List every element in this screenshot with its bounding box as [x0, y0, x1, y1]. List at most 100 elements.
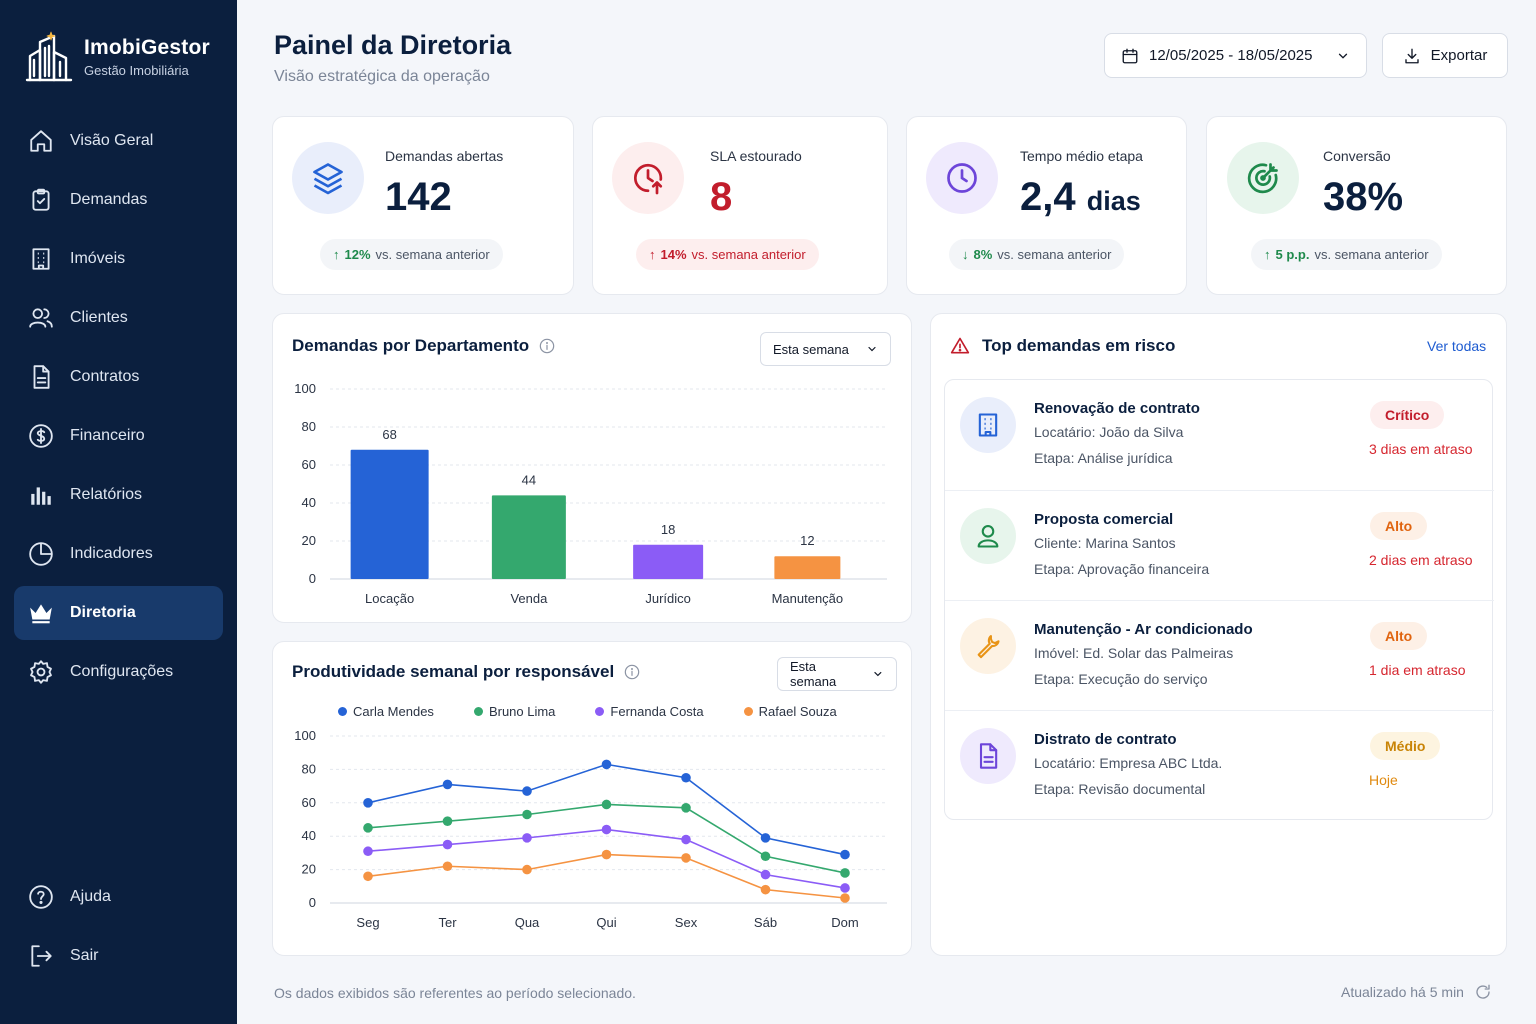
- data-point[interactable]: [760, 833, 771, 843]
- data-point[interactable]: [442, 861, 453, 872]
- kpi-number: 8: [710, 175, 733, 219]
- data-point[interactable]: [363, 823, 373, 833]
- data-point[interactable]: [442, 839, 453, 850]
- sidebar-item-sair[interactable]: Sair: [14, 929, 223, 983]
- risk-stage: Etapa: Análise jurídica: [1034, 450, 1173, 466]
- data-point[interactable]: [442, 816, 453, 826]
- list-item[interactable]: Renovação de contrato Locatário: João da…: [945, 380, 1494, 490]
- data-point[interactable]: [601, 799, 612, 810]
- data-point[interactable]: [522, 833, 532, 843]
- list-item[interactable]: Manutenção - Ar condicionado Imóvel: Ed.…: [945, 600, 1494, 710]
- list-item[interactable]: Distrato de contrato Locatário: Empresa …: [945, 710, 1494, 820]
- crown-icon: [30, 604, 52, 624]
- bar[interactable]: [491, 495, 566, 579]
- footer-note: Os dados exibidos são referentes ao perí…: [274, 985, 636, 1001]
- sidebar-item-label: Diretoria: [70, 604, 136, 621]
- data-point[interactable]: [840, 849, 850, 860]
- bar[interactable]: [350, 449, 429, 579]
- risk-title: Manutenção - Ar condicionado: [1034, 621, 1253, 638]
- sidebar-item-label: Imóveis: [70, 250, 126, 267]
- data-point[interactable]: [840, 868, 850, 878]
- data-point[interactable]: [363, 846, 373, 857]
- data-point[interactable]: [681, 834, 691, 845]
- data-point[interactable]: [442, 779, 453, 790]
- data-point[interactable]: [601, 824, 612, 835]
- bar[interactable]: [633, 544, 704, 579]
- sidebar-item-imoveis[interactable]: Imóveis: [14, 232, 223, 286]
- productivity-chart-title: Produtividade semanal por responsável: [292, 662, 640, 682]
- kpi-number: 38%: [1323, 175, 1404, 219]
- priority-badge: Crítico: [1370, 401, 1445, 429]
- export-button[interactable]: Exportar: [1382, 33, 1508, 78]
- bar[interactable]: [774, 556, 841, 579]
- productivity-period-select[interactable]: Esta semana: [777, 657, 897, 691]
- kpi-delta: 8%: [973, 247, 993, 262]
- clock-alert-icon: [634, 163, 663, 195]
- refresh-icon[interactable]: [1474, 983, 1492, 1001]
- info-icon[interactable]: [624, 664, 640, 680]
- kpi-comparison: vs. semana anterior: [691, 247, 806, 262]
- kpi-card-sla-estourado: SLA estourado 8 ↑ 14% vs. semana anterio…: [592, 116, 888, 295]
- sidebar-item-demandas[interactable]: Demandas: [14, 173, 223, 227]
- legend-label: Rafael Souza: [758, 704, 837, 719]
- sidebar-nav: Visão Geral Demandas Imóveis Clientes Co…: [14, 114, 223, 704]
- sidebar-item-configuracoes[interactable]: Configurações: [14, 645, 223, 699]
- y-tick-label: 60: [302, 795, 316, 810]
- sidebar-item-label: Sair: [70, 947, 99, 964]
- brand[interactable]: ImobiGestor Gestão Imobiliária: [24, 30, 210, 84]
- view-all-link[interactable]: Ver todas: [1427, 338, 1487, 354]
- legend-item: Bruno Lima: [473, 704, 555, 719]
- data-point[interactable]: [522, 809, 532, 820]
- x-tick-label: Locação: [365, 591, 414, 606]
- data-point[interactable]: [363, 798, 373, 808]
- delta-arrow-down-icon: ↓: [962, 247, 969, 262]
- sidebar-item-financeiro[interactable]: Financeiro: [14, 409, 223, 463]
- data-point[interactable]: [840, 893, 850, 903]
- list-item[interactable]: Proposta comercial Cliente: Marina Santo…: [945, 490, 1494, 600]
- file-icon: [979, 743, 998, 769]
- chevron-down-icon: [1338, 53, 1348, 59]
- kpi-card-conversao: Conversão 38% ↑ 5 p.p. vs. semana anteri…: [1206, 116, 1507, 295]
- data-point[interactable]: [363, 871, 373, 882]
- dept-period-select[interactable]: Esta semana: [760, 332, 891, 366]
- sidebar-item-indicadores[interactable]: Indicadores: [14, 527, 223, 581]
- y-tick-label: 0: [309, 895, 316, 910]
- data-point[interactable]: [681, 853, 691, 863]
- sidebar-item-label: Visão Geral: [70, 132, 154, 149]
- date-range-picker[interactable]: 12/05/2025 - 18/05/2025: [1104, 33, 1367, 78]
- kpi-label: Tempo médio etapa: [1020, 148, 1143, 164]
- data-point[interactable]: [522, 786, 532, 796]
- delta-arrow-up-icon: ↑: [649, 247, 656, 262]
- x-tick-label: Ter: [438, 915, 457, 930]
- sidebar-item-ajuda[interactable]: Ajuda: [14, 870, 223, 924]
- pie-chart-icon: [29, 542, 53, 566]
- data-point[interactable]: [760, 869, 771, 880]
- y-tick-label: 80: [302, 761, 316, 776]
- sidebar-item-relatorios[interactable]: Relatórios: [14, 468, 223, 522]
- series-line: [367, 763, 846, 856]
- data-point[interactable]: [760, 884, 771, 895]
- info-icon[interactable]: [539, 338, 555, 354]
- data-point[interactable]: [681, 772, 691, 783]
- productivity-period-value: Esta semana: [790, 659, 837, 689]
- data-point[interactable]: [681, 803, 691, 813]
- data-point[interactable]: [840, 883, 850, 893]
- logout-icon: [31, 945, 52, 967]
- warning-triangle-icon: [950, 337, 970, 354]
- data-point[interactable]: [601, 759, 612, 770]
- risk-list: Renovação de contrato Locatário: João da…: [944, 379, 1494, 820]
- risk-icon-wrap: [960, 508, 1016, 564]
- kpi-delta-pill: ↑ 5 p.p. vs. semana anterior: [1251, 239, 1442, 270]
- kpi-comparison: vs. semana anterior: [375, 247, 490, 262]
- data-point[interactable]: [760, 851, 771, 862]
- data-point[interactable]: [601, 849, 612, 860]
- legend-dot: [338, 707, 347, 716]
- sidebar-item-diretoria[interactable]: Diretoria: [14, 586, 223, 640]
- sidebar-item-visao-geral[interactable]: Visão Geral: [14, 114, 223, 168]
- sidebar-item-label: Clientes: [70, 309, 128, 326]
- clock-icon: [947, 163, 977, 193]
- data-point[interactable]: [522, 864, 532, 875]
- sidebar: ImobiGestor Gestão Imobiliária Visão Ger…: [0, 0, 237, 1024]
- sidebar-item-clientes[interactable]: Clientes: [14, 291, 223, 345]
- sidebar-item-contratos[interactable]: Contratos: [14, 350, 223, 404]
